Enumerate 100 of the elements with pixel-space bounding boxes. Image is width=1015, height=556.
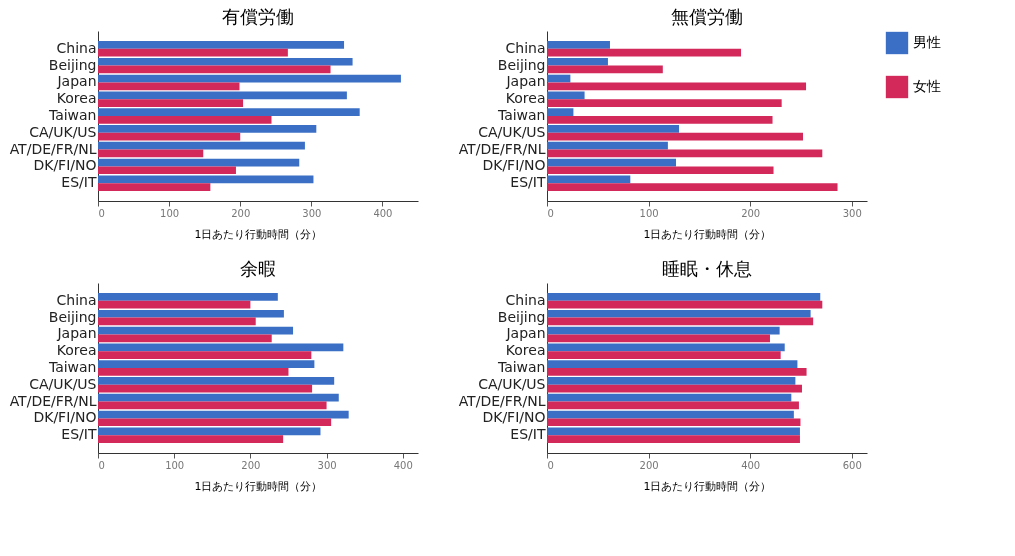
bar — [98, 401, 327, 410]
y-tick-label: CA/UK/US — [478, 375, 546, 392]
bar — [98, 368, 289, 376]
bar — [98, 326, 294, 335]
y-tick-label: Taiwan — [47, 359, 97, 375]
y-tick-label: China — [56, 39, 97, 56]
bar — [547, 166, 774, 175]
y-tick-label: Beijing — [48, 56, 97, 73]
x-tick-label: 400 — [741, 459, 761, 471]
bar — [98, 334, 272, 343]
bar — [547, 125, 680, 133]
x-tick-label: 100 — [639, 207, 659, 219]
y-tick-label: DK/FI/NO — [33, 157, 97, 174]
y-tick-label: Japan — [505, 325, 546, 342]
bar — [547, 116, 773, 124]
x-tick-label: 0 — [98, 207, 105, 219]
x-axis-title: 1日あたり行動時間（分） — [194, 227, 323, 241]
y-tick-label: China — [505, 39, 546, 56]
bar — [547, 158, 677, 167]
bar — [98, 293, 278, 301]
bar — [98, 384, 313, 393]
bar — [98, 48, 288, 57]
y-tick-label: DK/FI/NO — [33, 409, 97, 426]
y-tick-label: AT/DE/FR/NL — [9, 392, 97, 409]
bar — [547, 108, 574, 116]
bar — [547, 57, 608, 66]
y-tick-label: Taiwan — [496, 359, 546, 375]
bar — [98, 343, 344, 352]
bar — [547, 48, 742, 57]
bar — [547, 91, 585, 100]
x-tick-label: 0 — [547, 459, 554, 471]
y-tick-label: AT/DE/FR/NL — [458, 140, 546, 157]
y-tick-label: Japan — [56, 325, 97, 342]
chart-title: 無償労働 — [671, 6, 743, 27]
bar — [98, 360, 315, 368]
bar — [98, 41, 345, 49]
bar — [98, 166, 236, 175]
y-tick-label: AT/DE/FR/NL — [458, 392, 546, 409]
y-tick-label: China — [56, 291, 97, 308]
bar — [98, 57, 353, 66]
bar — [547, 183, 838, 191]
bar — [547, 99, 782, 107]
x-axis-title: 1日あたり行動時間（分） — [194, 479, 323, 493]
x-tick-label: 300 — [842, 207, 862, 219]
y-tick-label: CA/UK/US — [478, 123, 546, 140]
x-tick-label: 200 — [231, 207, 251, 219]
bar — [98, 99, 244, 107]
y-tick-label: AT/DE/FR/NL — [9, 140, 97, 157]
x-axis-title: 1日あたり行動時間（分） — [643, 227, 772, 241]
y-tick-label: Japan — [56, 73, 97, 90]
bar — [547, 82, 807, 91]
bar — [98, 149, 204, 158]
bar — [98, 418, 332, 427]
y-tick-label: Beijing — [497, 308, 546, 325]
chart-title: 余暇 — [240, 258, 276, 279]
y-tick-label: Korea — [505, 90, 546, 107]
y-tick-label: ES/IT — [510, 426, 546, 443]
x-tick-label: 400 — [373, 207, 393, 219]
bar — [98, 183, 211, 191]
bar — [98, 158, 300, 167]
y-tick-label: Taiwan — [47, 107, 97, 123]
bar — [547, 132, 803, 141]
bar — [98, 108, 360, 116]
x-tick-label: 0 — [98, 459, 105, 471]
legend-label: 女性 — [913, 78, 941, 94]
x-tick-label: 200 — [741, 207, 761, 219]
x-tick-label: 400 — [393, 459, 413, 471]
y-tick-label: Taiwan — [496, 107, 546, 123]
bar — [98, 116, 272, 124]
x-axis-title: 1日あたり行動時間（分） — [643, 479, 772, 493]
bar — [98, 309, 284, 318]
bar — [98, 175, 314, 184]
y-tick-label: Korea — [56, 90, 97, 107]
bar — [98, 377, 335, 385]
x-tick-label: 600 — [842, 459, 862, 471]
bar — [98, 435, 284, 443]
y-tick-label: China — [505, 291, 546, 308]
x-tick-label: 100 — [165, 459, 185, 471]
bar — [547, 141, 668, 150]
y-tick-label: DK/FI/NO — [482, 157, 546, 174]
y-tick-label: Japan — [505, 73, 546, 90]
y-tick-label: ES/IT — [61, 174, 97, 191]
y-tick-label: ES/IT — [61, 426, 97, 443]
x-tick-label: 0 — [547, 207, 554, 219]
y-tick-label: DK/FI/NO — [482, 409, 546, 426]
bar — [98, 82, 240, 91]
bar — [98, 141, 305, 150]
chart-title: 有償労働 — [222, 6, 294, 27]
bar — [98, 300, 251, 309]
bar — [547, 41, 610, 49]
bar — [547, 65, 663, 74]
bar — [98, 91, 347, 100]
x-tick-label: 100 — [160, 207, 180, 219]
bar — [98, 427, 321, 436]
bar — [98, 351, 312, 359]
bar — [98, 410, 349, 419]
bar — [98, 125, 317, 133]
bar — [98, 65, 331, 74]
y-tick-label: ES/IT — [510, 174, 546, 191]
y-tick-label: CA/UK/US — [29, 375, 97, 392]
